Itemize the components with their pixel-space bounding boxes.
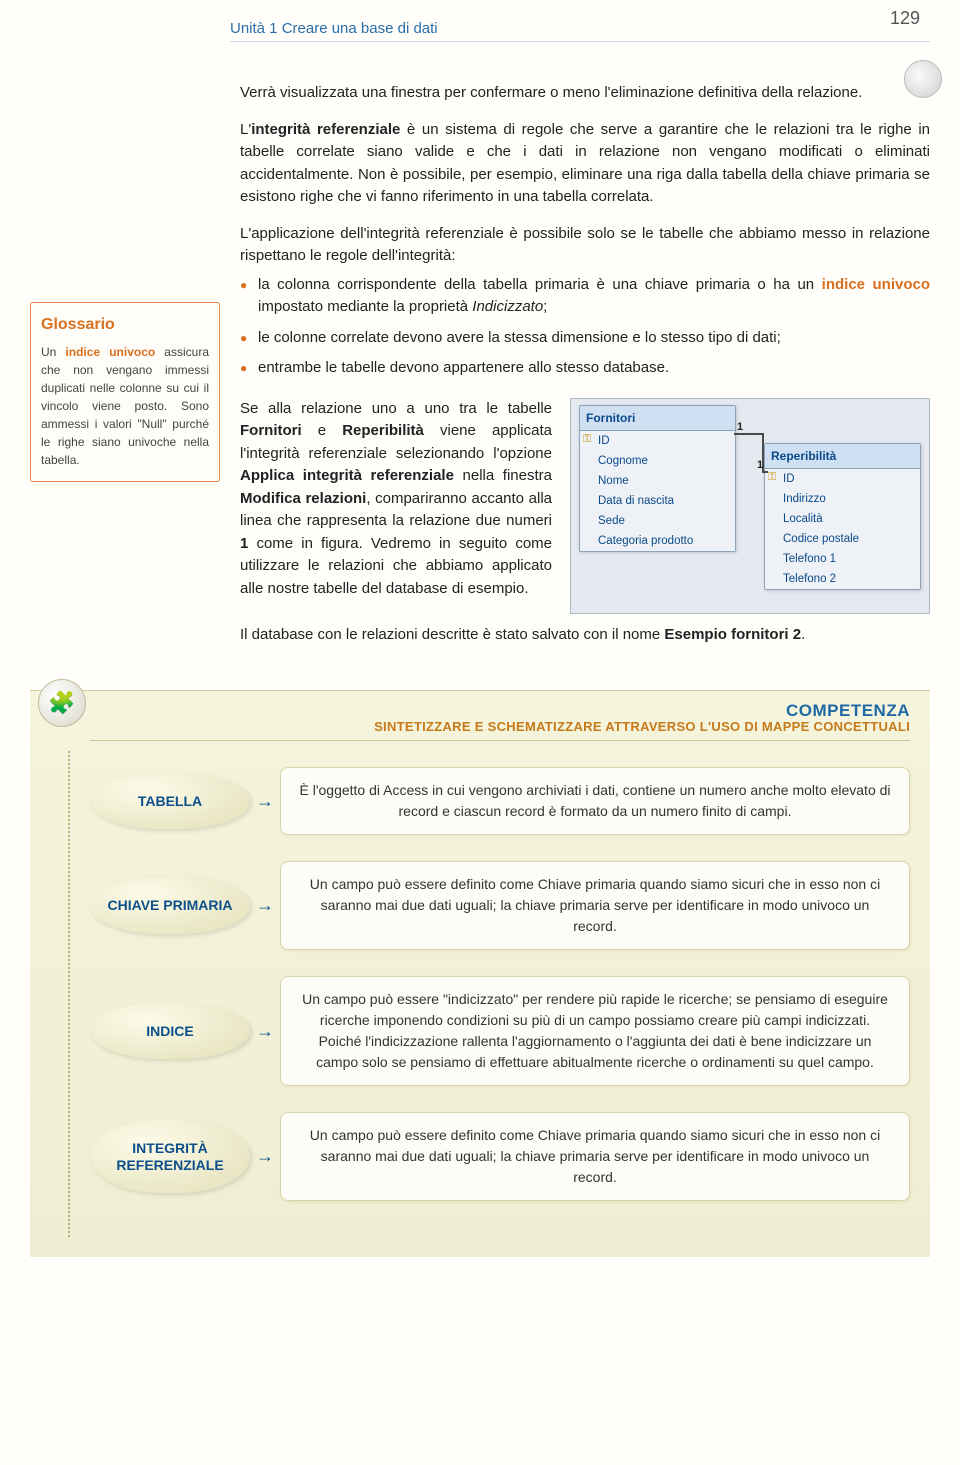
- page: 129 Unità 1 Creare una base di dati Glos…: [0, 0, 960, 1465]
- map-label-chiave: CHIAVE PRIMARIA: [90, 877, 250, 934]
- text: la colonna corrispondente della tabella …: [258, 276, 822, 293]
- relation-label-1: 1: [737, 419, 743, 436]
- para-integrita: L'integrità referenziale è un sistema di…: [240, 119, 930, 209]
- arrow-icon: →: [250, 1021, 280, 1042]
- db-table-reperibilita: Reperibilità ID Indirizzo Località Codic…: [764, 443, 921, 591]
- db-field-key: ID: [765, 469, 920, 489]
- para-rules-intro: L'applicazione dell'integrità referenzia…: [240, 223, 930, 268]
- sidebar: Glossario Un indice univoco assicura che…: [30, 82, 220, 660]
- text: Se alla relazione uno a uno tra le tabel…: [240, 400, 552, 417]
- db-field: Data di nascita: [580, 491, 735, 511]
- competenza-subtitle: SINTETIZZARE E SCHEMATIZZARE ATTRAVERSO …: [90, 719, 910, 741]
- db-field: Telefono 2: [765, 569, 920, 589]
- glossario-body: Un indice univoco assicura che non venga…: [41, 343, 209, 469]
- relation-label-2: 1: [757, 457, 763, 474]
- glossario-title: Glossario: [41, 313, 209, 337]
- text: L': [240, 121, 251, 138]
- map-row: INTEGRITÀ REFERENZIALE → Un campo può es…: [90, 1112, 910, 1201]
- para-apply: Se alla relazione uno a uno tra le tabel…: [240, 398, 552, 601]
- db-field: Indirizzo: [765, 489, 920, 509]
- map-box: Un campo può essere definito come Chiave…: [280, 1112, 910, 1201]
- intro-paragraph: Verrà visualizzata una finestra per conf…: [240, 82, 930, 105]
- bold-term: Reperibilità: [342, 422, 424, 439]
- competenza-header: COMPETENZA: [90, 701, 910, 721]
- map-box: È l'oggetto di Access in cui vengono arc…: [280, 767, 910, 835]
- text: e: [302, 422, 343, 439]
- list-item: le colonne correlate devono avere la ste…: [240, 327, 930, 350]
- map-box: Un campo può essere definito come Chiave…: [280, 861, 910, 950]
- competenza-icon: 🧩: [38, 679, 86, 727]
- db-field: Cognome: [580, 451, 735, 471]
- db-field: Telefono 1: [765, 549, 920, 569]
- arrow-icon: →: [250, 895, 280, 916]
- bold-term: Modifica relazioni: [240, 490, 366, 507]
- bold-term: Esempio fornitori 2: [664, 626, 801, 643]
- para-saved: Il database con le relazioni descritte è…: [240, 624, 930, 647]
- db-table-fornitori: Fornitori ID Cognome Nome Data di nascit…: [579, 405, 736, 553]
- page-number: 129: [890, 8, 920, 29]
- cd-icon: [904, 60, 942, 98]
- db-diagram: Fornitori ID Cognome Nome Data di nascit…: [570, 398, 930, 614]
- map-box: Un campo può essere "indicizzato" per re…: [280, 976, 910, 1086]
- bold-term: Applica integrità referenziale: [240, 467, 454, 484]
- unit-header: Unità 1 Creare una base di dati: [230, 20, 930, 42]
- text: ;: [543, 298, 547, 315]
- text: .: [801, 626, 805, 643]
- db-table-title: Reperibilità: [765, 444, 920, 469]
- glossario-after: assicura che non vengano immessi duplica…: [41, 345, 209, 467]
- content: Verrà visualizzata una finestra per conf…: [240, 82, 930, 660]
- text: impostato mediante la proprietà: [258, 298, 472, 315]
- rules-list: la colonna corrispondente della tabella …: [240, 274, 930, 380]
- map-row: CHIAVE PRIMARIA → Un campo può essere de…: [90, 861, 910, 950]
- dotted-divider: [68, 751, 70, 1237]
- arrow-icon: →: [250, 791, 280, 812]
- orange-term: indice univoco: [822, 276, 930, 293]
- map-label-integrita: INTEGRITÀ REFERENZIALE: [90, 1120, 250, 1194]
- db-field-key: ID: [580, 431, 735, 451]
- map-row: INDICE → Un campo può essere "indicizzat…: [90, 976, 910, 1086]
- text: Il database con le relazioni descritte è…: [240, 626, 664, 643]
- db-field: Località: [765, 509, 920, 529]
- db-field: Codice postale: [765, 529, 920, 549]
- italic-term: Indicizzato: [472, 298, 543, 315]
- list-item: la colonna corrispondente della tabella …: [240, 274, 930, 319]
- map-label-tabella: TABELLA: [90, 773, 250, 830]
- two-column: Se alla relazione uno a uno tra le tabel…: [240, 398, 930, 614]
- db-field: Categoria prodotto: [580, 531, 735, 551]
- main-content: Glossario Un indice univoco assicura che…: [30, 82, 930, 660]
- glossario-box: Glossario Un indice univoco assicura che…: [30, 302, 220, 482]
- text: come in figura. Vedremo in seguito come …: [240, 535, 552, 597]
- text: nella finestra: [454, 467, 552, 484]
- bold-term: integrità referenziale: [251, 121, 400, 138]
- glossario-before: Un: [41, 345, 65, 359]
- map-row: TABELLA → È l'oggetto di Access in cui v…: [90, 767, 910, 835]
- db-field: Nome: [580, 471, 735, 491]
- competenza-title: COMPETENZA: [786, 701, 910, 720]
- competenza-section: 🧩 COMPETENZA SINTETIZZARE E SCHEMATIZZAR…: [30, 690, 930, 1257]
- list-item: entrambe le tabelle devono appartenere a…: [240, 357, 930, 380]
- arrow-icon: →: [250, 1146, 280, 1167]
- db-table-title: Fornitori: [580, 406, 735, 431]
- glossario-term: indice univoco: [65, 345, 155, 359]
- db-field: Sede: [580, 511, 735, 531]
- bold-term: Fornitori: [240, 422, 302, 439]
- map-label-indice: INDICE: [90, 1003, 250, 1060]
